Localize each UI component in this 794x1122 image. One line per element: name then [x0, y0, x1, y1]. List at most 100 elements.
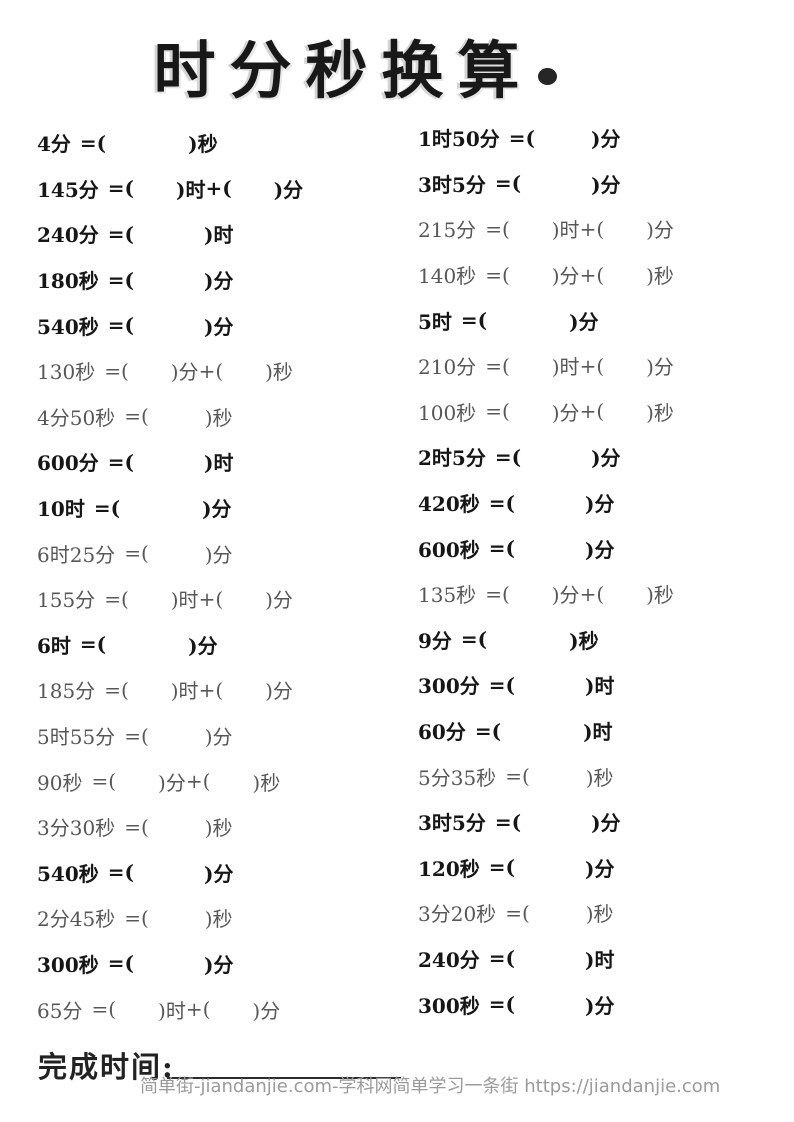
equals-open-paren: =(: [79, 632, 107, 657]
equals-open-paren: =(: [505, 764, 530, 789]
answer-blank: [134, 461, 204, 462]
close-paren-unit: )时: [170, 679, 199, 704]
equals-open-paren: =(: [488, 672, 515, 697]
equals-open-paren: =(: [460, 627, 488, 652]
plus-open-paren: +(: [579, 399, 605, 424]
equals-open-paren: =(: [494, 809, 522, 834]
answer-blank: [487, 639, 569, 640]
exercise-question: 6时25分: [37, 542, 116, 567]
exercise-question: 120秒: [418, 856, 480, 881]
exercise-row: 3时5分 =( )分: [418, 161, 794, 207]
exercise-row: 90秒 =( )分 +( )秒: [37, 758, 422, 804]
exercise-row: 300秒 =( )分: [37, 941, 422, 987]
exercise-row: 65分 =( )时 +( )分: [37, 986, 422, 1032]
page-title: 时分秒换算: [0, 20, 752, 110]
close-paren-unit: )时: [170, 588, 199, 613]
close-paren-unit: )秒: [204, 907, 233, 932]
close-paren-unit: )分: [170, 360, 199, 385]
close-paren-unit: )分: [590, 127, 621, 152]
exercise-question: 240分: [418, 947, 480, 972]
answer-blank: [515, 502, 585, 503]
close-paren-unit: )时: [551, 355, 580, 380]
equals-open-paren: =(: [494, 444, 522, 469]
plus-open-paren: +(: [198, 358, 224, 383]
close-paren-unit: )秒: [188, 132, 218, 157]
exercise-row: 155分 =( )时 +( )分: [37, 576, 422, 622]
equals-open-paren: =(: [485, 216, 510, 241]
equals-open-paren: =(: [488, 536, 515, 561]
equals-open-paren: =(: [93, 495, 121, 520]
page-title-text: 时分秒换算: [153, 34, 534, 107]
exercise-question: 300分: [418, 674, 480, 699]
equals-open-paren: =(: [104, 358, 129, 383]
exercise-question: 155分: [37, 588, 96, 613]
close-paren-unit: )分: [584, 492, 615, 517]
close-paren-unit-2: )秒: [646, 264, 674, 289]
answer-blank: [116, 781, 158, 782]
answer-blank: [106, 644, 188, 645]
exercise-question: 215分: [418, 218, 477, 243]
answer-blank-2: [232, 188, 274, 189]
plus-open-paren: +(: [579, 581, 605, 606]
exercise-question: 5分35秒: [418, 765, 497, 790]
equals-open-paren: =(: [107, 313, 134, 338]
answer-blank: [521, 821, 591, 822]
close-paren-unit: )分: [203, 314, 234, 339]
equals-open-paren: =(: [124, 404, 149, 429]
close-paren-unit: )分: [158, 770, 186, 795]
exercise-row: 130秒 =( )分 +( )秒: [37, 348, 422, 394]
plus-open-paren: +(: [198, 586, 224, 611]
plus-open-paren: +(: [185, 997, 211, 1022]
close-paren-unit: )分: [203, 861, 234, 886]
answer-blank-2: [223, 689, 265, 690]
close-paren-unit: )时: [583, 720, 613, 745]
close-paren-unit: )时: [203, 451, 234, 476]
equals-open-paren: =(: [104, 677, 129, 702]
exercise-question: 4分: [37, 132, 71, 157]
exercise-question: 3时5分: [418, 811, 486, 836]
exercise-row: 145分 =( )时 +( )分: [37, 166, 422, 212]
close-paren-unit: )时: [551, 218, 580, 243]
exercise-question: 6时: [37, 633, 71, 658]
exercise-question: 185分: [37, 679, 96, 704]
close-paren-unit: )分: [204, 542, 233, 567]
exercise-row: 600秒 =( )分: [418, 525, 794, 571]
close-paren-unit-2: )分: [265, 679, 293, 704]
equals-open-paren: =(: [488, 946, 515, 971]
close-paren-unit: )分: [591, 811, 621, 836]
equals-open-paren: =(: [79, 130, 107, 155]
exercise-question: 10时: [37, 497, 85, 522]
answer-blank: [487, 320, 569, 321]
answer-blank: [149, 735, 205, 736]
close-paren-unit-2: )秒: [646, 400, 674, 425]
exercise-row: 180秒 =( )分: [37, 257, 422, 303]
exercise-row: 185分 =( )时 +( )分: [37, 667, 422, 713]
exercise-row: 9分 =( )秒: [418, 617, 794, 663]
close-paren-unit: )分: [569, 309, 599, 334]
equals-open-paren: =(: [485, 399, 510, 424]
equals-open-paren: =(: [107, 176, 134, 201]
equals-open-paren: =(: [474, 718, 502, 743]
close-paren-unit-2: )分: [646, 355, 674, 380]
close-paren-unit: )分: [203, 952, 234, 977]
close-paren-unit: )分: [551, 400, 580, 425]
close-paren-unit: )分: [584, 993, 615, 1018]
exercise-question: 3时5分: [418, 172, 486, 197]
bullet-dot-icon: [537, 67, 557, 85]
exercise-row: 2分45秒 =( )秒: [37, 895, 422, 941]
close-paren-unit: )分: [204, 725, 233, 750]
exercise-question: 100秒: [418, 400, 477, 425]
answer-blank: [510, 274, 552, 275]
answer-blank-2: [223, 370, 265, 371]
exercise-column-left: 4分 =( )秒 145分 =( )时 +( )分 240分 =( )时 180…: [37, 120, 422, 1032]
exercise-question: 140秒: [418, 264, 477, 289]
answer-blank: [116, 1009, 158, 1010]
answer-blank: [149, 416, 205, 417]
answer-blank: [149, 553, 205, 554]
exercise-row: 300分 =( )时: [418, 662, 794, 708]
equals-open-paren: =(: [107, 267, 134, 292]
close-paren-unit: )时: [175, 177, 206, 202]
exercise-question: 2分45秒: [37, 907, 116, 932]
answer-blank: [510, 593, 552, 594]
answer-blank: [149, 917, 205, 918]
